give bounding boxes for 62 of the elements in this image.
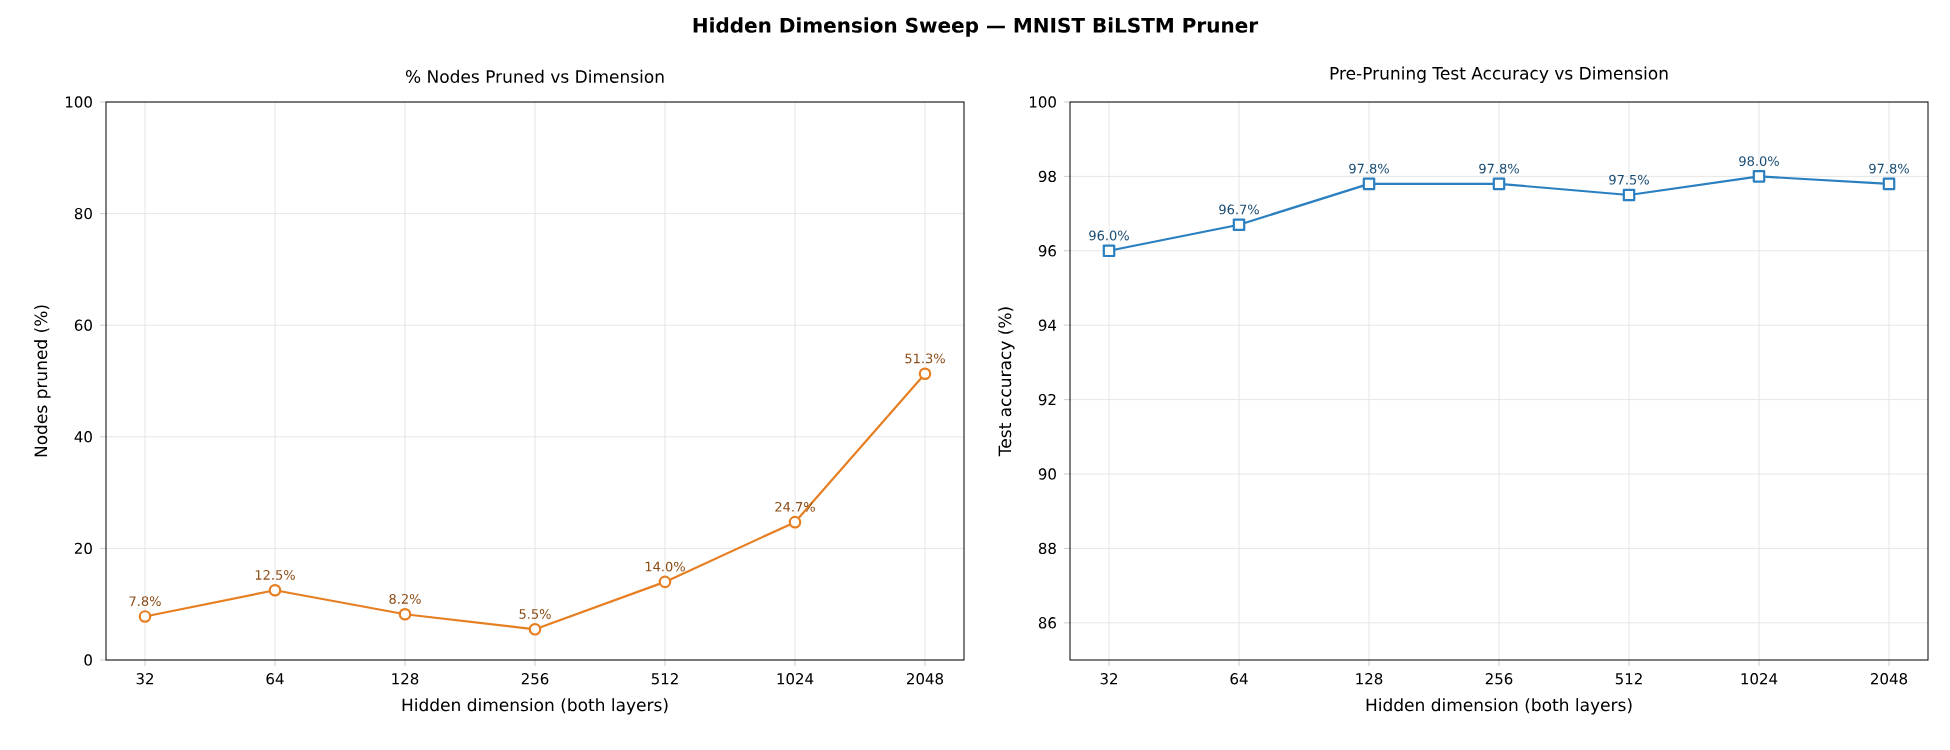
x-tick-label: 64 — [266, 673, 284, 685]
y-tick-label: 60 — [74, 319, 92, 331]
y-tick-label: 94 — [1038, 319, 1057, 331]
data-label: 97.8% — [1349, 163, 1389, 174]
y-tick-label: 96 — [1038, 245, 1056, 257]
x-tick-label: 1024 — [777, 673, 814, 685]
point — [1752, 170, 1766, 183]
data-label: 7.8% — [129, 596, 161, 607]
point — [1232, 218, 1246, 232]
data-label: 97.5% — [1609, 174, 1649, 185]
x-tick-label: 32 — [1100, 673, 1118, 685]
data-label: 97.8% — [1479, 163, 1519, 174]
y-tick-label: 100 — [65, 96, 92, 108]
point — [1362, 177, 1376, 191]
point — [528, 623, 542, 636]
y-tick-label: 90 — [1038, 468, 1056, 480]
x-tick-label: 128 — [392, 673, 419, 685]
data-label: 12.5% — [255, 570, 295, 580]
x-tick-label: 2048 — [1871, 673, 1908, 685]
x-axis-title: Hidden dimension (both layers) — [1366, 698, 1632, 715]
data-label: 14.0% — [645, 561, 685, 572]
point — [268, 583, 282, 597]
data-label: 5.5% — [519, 609, 551, 619]
y-tick-label: 88 — [1038, 542, 1056, 555]
y-tick-label: 20 — [74, 542, 92, 555]
y-axis-title: Test accuracy (%) — [998, 307, 1015, 457]
y-tick-label: 86 — [1038, 617, 1056, 629]
x-tick-label: 2048 — [907, 673, 944, 685]
y-tick-label: 0 — [84, 654, 92, 666]
data-label: 51.3% — [905, 353, 945, 364]
point — [788, 515, 802, 529]
data-label: 97.8% — [1869, 163, 1909, 174]
x-tick-label: 256 — [1485, 673, 1513, 685]
y-axis-title: Nodes pruned (%) — [34, 305, 51, 457]
data-label: 96.0% — [1089, 230, 1129, 241]
point — [1492, 177, 1506, 191]
y-tick-label: 100 — [1029, 96, 1056, 108]
point — [918, 367, 932, 381]
point — [138, 610, 152, 623]
y-tick-label: 40 — [74, 431, 92, 443]
point — [1622, 188, 1636, 202]
chart-subtitle: Pre-Pruning Test Accuracy vs Dimension — [1330, 66, 1668, 83]
x-tick-label: 256 — [521, 673, 549, 685]
data-label: 8.2% — [389, 594, 421, 604]
x-tick-label: 64 — [1230, 673, 1248, 685]
chart-subtitle: % Nodes Pruned vs Dimension — [405, 69, 664, 83]
point — [1102, 244, 1116, 258]
x-tick-label: 512 — [1615, 673, 1642, 685]
point — [398, 607, 412, 621]
x-tick-label: 32 — [136, 673, 154, 685]
y-tick-label: 80 — [74, 207, 92, 220]
x-tick-label: 1024 — [1741, 673, 1778, 685]
data-label: 98.0% — [1739, 156, 1779, 166]
x-tick-label: 512 — [651, 673, 678, 685]
chart-title: Hidden Dimension Sweep — MNIST BiLSTM Pruner — [693, 17, 1259, 37]
y-tick-label: 92 — [1038, 393, 1056, 406]
x-axis-title: Hidden dimension (both layers) — [402, 698, 668, 715]
point — [1882, 177, 1896, 191]
data-label: 96.7% — [1219, 204, 1259, 215]
point — [658, 575, 672, 589]
x-tick-label: 128 — [1356, 673, 1383, 685]
y-tick-label: 98 — [1038, 170, 1056, 183]
